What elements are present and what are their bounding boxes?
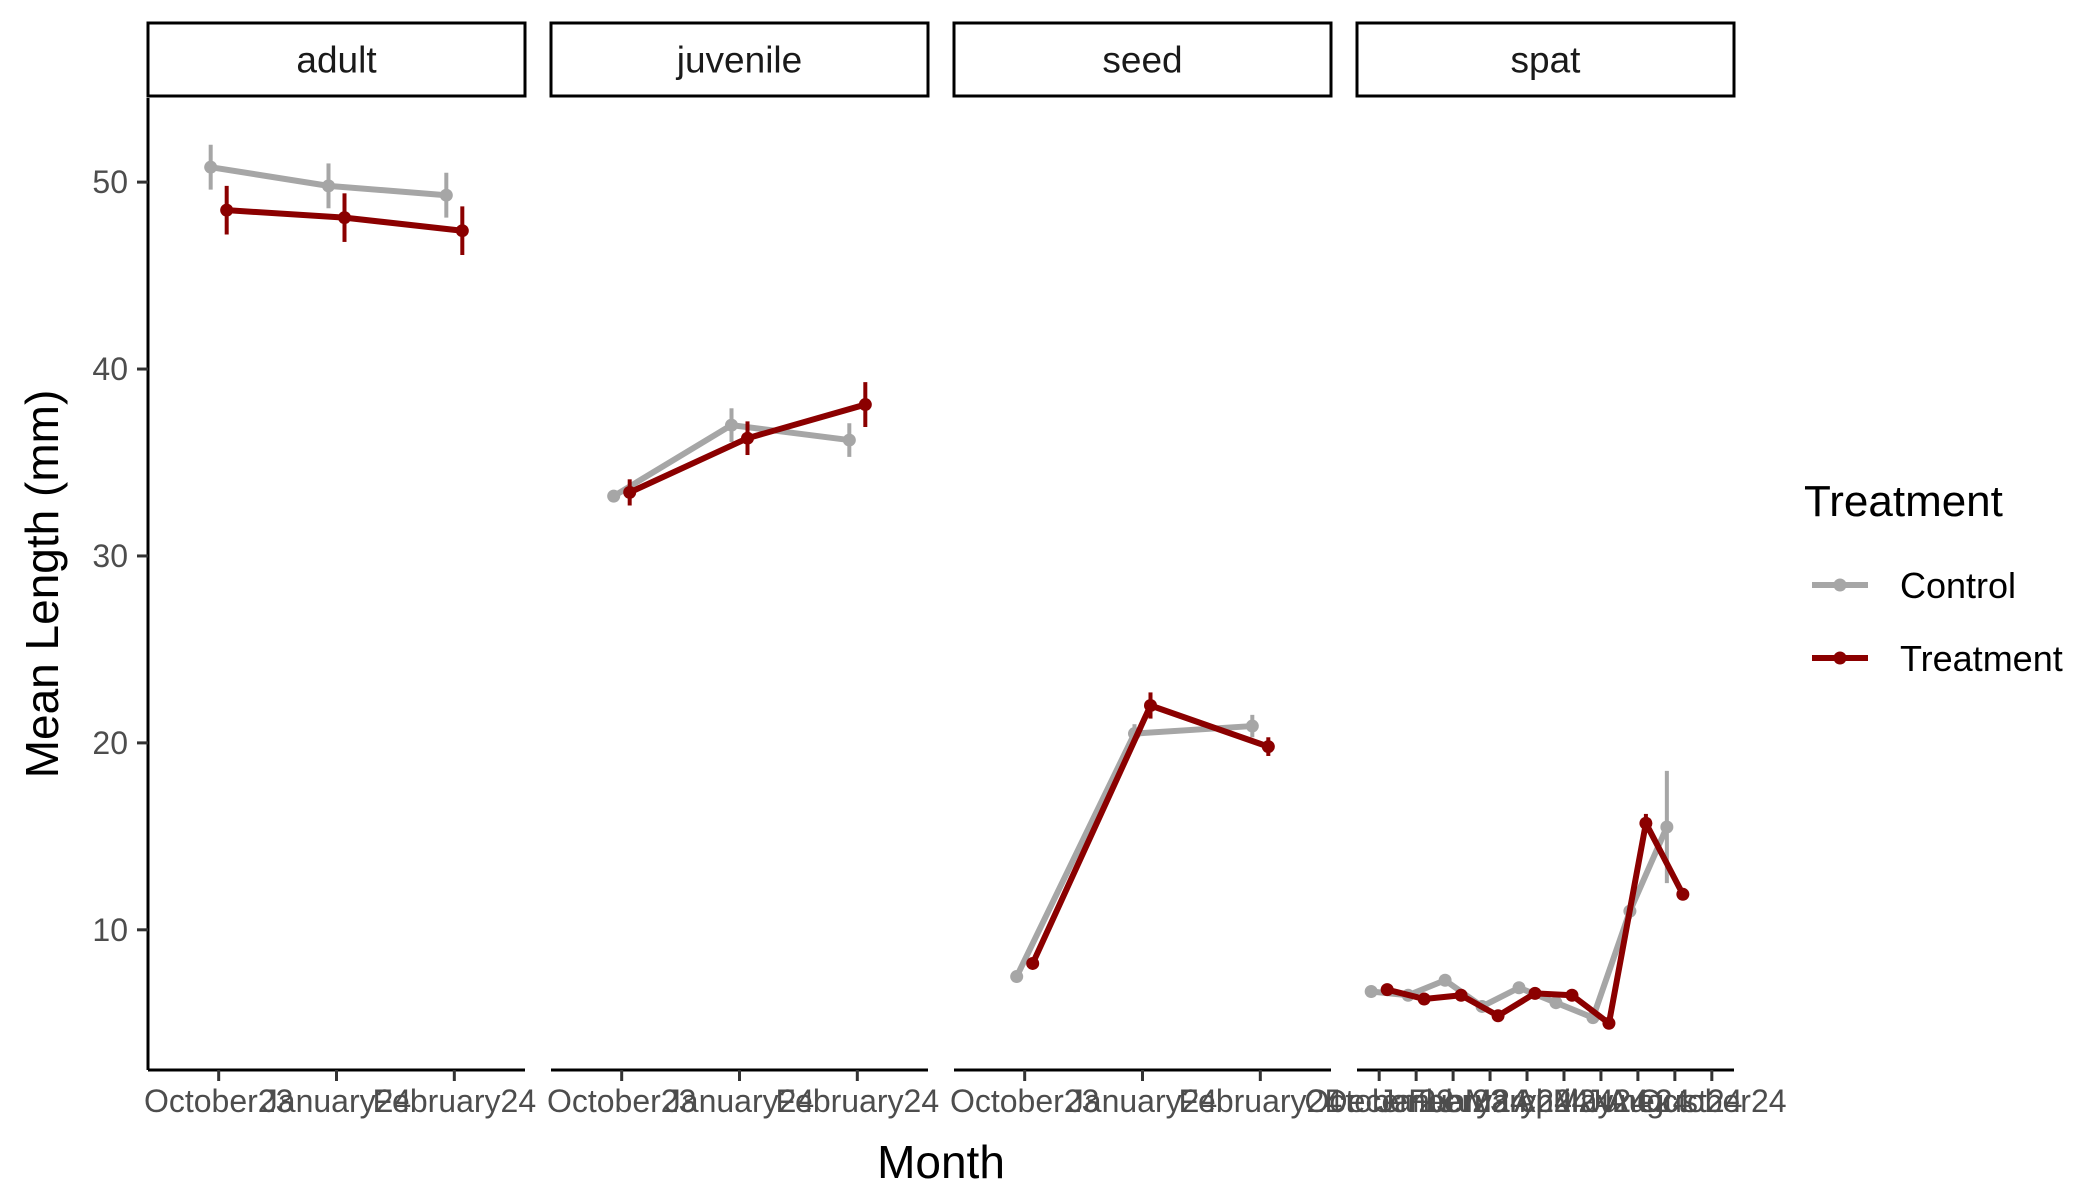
facet-strip xyxy=(952,21,1333,98)
x-tick-label: January24 xyxy=(665,1083,814,1119)
facet-panels: adultOctober23January24February24juvenil… xyxy=(144,21,1787,1119)
x-tick-label: February24 xyxy=(1178,1083,1342,1119)
series-treatment xyxy=(623,382,872,506)
data-point xyxy=(1364,984,1378,998)
series-line xyxy=(1029,702,1270,965)
y-tick-label: 50 xyxy=(92,164,128,200)
legend-title: Treatment xyxy=(1804,477,2003,526)
y-axis-title: Mean Length (mm) xyxy=(16,390,68,779)
legend-key-point xyxy=(1833,578,1847,592)
data-point xyxy=(322,179,335,193)
series-treatment xyxy=(1380,813,1690,1030)
data-point xyxy=(1565,988,1579,1002)
data-point xyxy=(1245,719,1259,733)
series-control xyxy=(1364,770,1674,1025)
series-control xyxy=(1010,714,1259,984)
facet-strip-label: seed xyxy=(1102,40,1182,81)
x-axis-title: Month xyxy=(877,1136,1005,1188)
x-tick-label: January24 xyxy=(1378,1083,1527,1119)
data-point xyxy=(220,203,234,217)
x-tick-label: January24 xyxy=(1068,1083,1217,1119)
legend-label: Control xyxy=(1900,565,2016,606)
facet-strip xyxy=(549,21,930,98)
data-point xyxy=(1380,983,1394,997)
facet-strip xyxy=(146,21,527,98)
data-point xyxy=(455,224,469,238)
legend-entries: Control Treatment xyxy=(1812,565,2063,679)
legend-label: Treatment xyxy=(1900,638,2063,679)
data-point xyxy=(1602,1016,1616,1030)
series-line xyxy=(1013,723,1253,978)
series-treatment xyxy=(1026,692,1275,970)
x-tick-label: August24 xyxy=(1607,1083,1742,1119)
x-tick-label: February24 xyxy=(1408,1083,1572,1119)
data-point xyxy=(842,433,856,447)
data-point xyxy=(1454,988,1468,1002)
data-point xyxy=(1026,956,1040,970)
legend-item-treatment: Treatment xyxy=(1812,638,2063,679)
x-tick-label: October23 xyxy=(144,1083,293,1119)
x-tick-label: October23 xyxy=(547,1083,696,1119)
data-point xyxy=(204,160,218,174)
x-tick-label: February24 xyxy=(372,1083,536,1119)
y-tick-label: 10 xyxy=(92,912,128,948)
data-point xyxy=(1528,986,1542,1000)
data-point xyxy=(1010,970,1024,984)
data-point xyxy=(1512,981,1526,995)
data-point xyxy=(1438,973,1452,987)
facet-strip-label: juvenile xyxy=(676,40,802,81)
data-point xyxy=(1676,887,1690,901)
legend-key-point xyxy=(1833,651,1847,665)
y-axis-ticks: 10 20 30 40 50 xyxy=(92,164,148,948)
x-tick-label: March24 xyxy=(1465,1083,1590,1119)
x-tick-label: October23 xyxy=(1304,1083,1453,1119)
series-treatment xyxy=(220,185,469,256)
facet-strip-label: adult xyxy=(296,40,377,81)
data-point xyxy=(1491,1009,1505,1023)
facet-strip xyxy=(1355,21,1736,98)
data-point xyxy=(1144,699,1157,712)
data-point xyxy=(741,431,754,445)
series-control xyxy=(204,144,453,218)
y-tick-label: 30 xyxy=(92,538,128,574)
data-point xyxy=(623,485,637,499)
data-point xyxy=(1549,996,1563,1010)
legend: Treatment Control Treatment xyxy=(1804,477,2063,679)
data-point xyxy=(1660,820,1674,834)
data-point xyxy=(338,211,351,225)
x-tick-label: January24 xyxy=(262,1083,411,1119)
facet-panel-spat: spat October23December23January24February… xyxy=(1304,21,1787,1119)
data-point xyxy=(725,418,738,432)
legend-item-control: Control xyxy=(1812,565,2016,606)
series-control xyxy=(607,408,856,503)
data-point xyxy=(1639,816,1653,830)
x-tick-label: October24 xyxy=(1637,1083,1786,1119)
data-point xyxy=(1417,992,1431,1006)
x-tick-label: April24 xyxy=(1514,1083,1614,1119)
x-tick-label: October23 xyxy=(950,1083,1099,1119)
y-tick-label: 40 xyxy=(92,351,128,387)
data-point xyxy=(607,489,621,503)
x-tick-label: May24 xyxy=(1553,1083,1649,1119)
x-tick-label: December23 xyxy=(1325,1083,1508,1119)
data-point xyxy=(439,188,453,202)
facet-strip-label: spat xyxy=(1511,40,1582,81)
x-tick-label: June24 xyxy=(1585,1083,1690,1119)
data-point xyxy=(858,398,872,412)
y-tick-label: 20 xyxy=(92,725,128,761)
data-point xyxy=(1261,740,1275,754)
x-tick-label: February24 xyxy=(775,1083,939,1119)
